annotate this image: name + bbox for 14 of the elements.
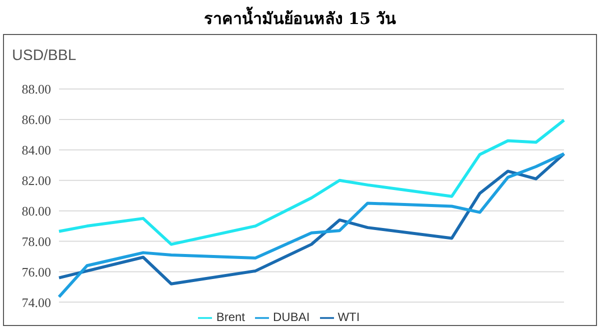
- y-tick-label: 80.00: [22, 203, 51, 218]
- y-tick-label: 78.00: [22, 234, 51, 249]
- legend-label: DUBAI: [273, 310, 310, 324]
- line-series: [58, 118, 566, 246]
- legend-label: Brent: [216, 310, 245, 324]
- y-tick-label: 86.00: [22, 112, 51, 128]
- y-tick-label: 76.00: [22, 264, 51, 280]
- y-tick-label: 74.00: [22, 294, 51, 310]
- legend-label: WTI: [338, 310, 360, 324]
- y-tick-label: 84.00: [22, 142, 51, 158]
- y-tick-label: 88.00: [22, 82, 51, 97]
- chart-title: ราคาน้ำมันย้อนหลัง 15 วัน: [202, 6, 398, 30]
- y-tick-label: 82.00: [22, 172, 51, 188]
- y-axis-title: USD/BBL: [12, 47, 76, 64]
